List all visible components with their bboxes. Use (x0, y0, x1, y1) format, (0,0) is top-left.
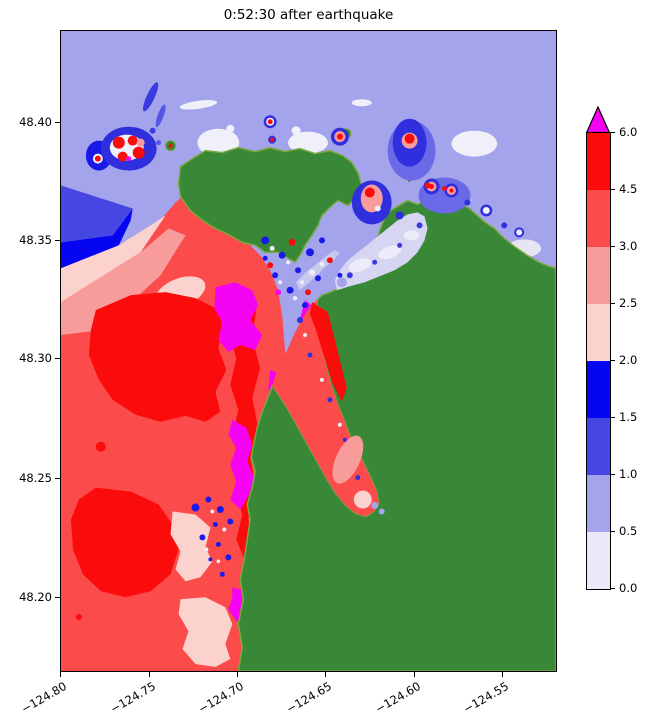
colorbar: 6.0 4.5 3.0 2.5 2.0 1.5 1.0 0.5 0.0 (586, 106, 651, 606)
y-tick-mark (55, 597, 60, 599)
colorbar-segment (587, 532, 610, 589)
amplitude-hotspots (85, 115, 525, 238)
colorbar-bar (586, 132, 611, 590)
colorbar-tick-mark (611, 360, 615, 362)
y-tick-label: 48.30 (19, 351, 52, 365)
colorbar-tick-mark (611, 246, 615, 248)
y-tick-mark (55, 240, 60, 242)
colorbar-segment (587, 304, 610, 361)
map-plot-area (60, 30, 557, 672)
x-tick-label: −124.60 (372, 679, 423, 717)
y-tick-mark (55, 358, 60, 360)
y-tick-mark (55, 478, 60, 480)
colorbar-tick-label: 2.5 (619, 296, 638, 310)
y-tick-label: 48.35 (19, 233, 52, 247)
colorbar-tick-label: 6.0 (619, 125, 638, 139)
colorbar-tick-label: 0.0 (619, 581, 638, 595)
colorbar-segment (587, 475, 610, 532)
tsunami-amplitude-map (61, 31, 556, 671)
plot-title: 0:52:30 after earthquake (223, 7, 394, 23)
colorbar-tick-label: 4.5 (619, 182, 638, 196)
colorbar-tick-label: 0.5 (619, 524, 638, 538)
colorbar-segment (587, 418, 610, 475)
x-tick-mark (149, 672, 151, 677)
colorbar-segment (587, 133, 610, 190)
colorbar-tick-mark (611, 417, 615, 419)
ocean-wave-field-west (61, 190, 293, 671)
river-inlet-water (272, 300, 385, 517)
x-tick-label: −124.55 (460, 679, 511, 717)
colorbar-segment (587, 190, 610, 247)
y-tick-label: 48.40 (19, 115, 52, 129)
colorbar-tick-mark (611, 132, 615, 134)
y-axis: 48.40 48.35 48.30 48.25 48.20 (0, 30, 60, 672)
colorbar-tick-mark (611, 303, 615, 305)
upper-left-features (142, 82, 542, 258)
x-tick-label: −124.75 (107, 679, 158, 717)
x-tick-mark (502, 672, 504, 677)
colorbar-tick-mark (611, 531, 615, 533)
y-tick-label: 48.20 (19, 590, 52, 604)
x-tick-label: −124.65 (283, 679, 334, 717)
x-axis: −124.80 −124.75 −124.70 −124.65 −124.60 −124.… (19, 672, 557, 727)
colorbar-tick-mark (611, 474, 615, 476)
y-tick-label: 48.25 (19, 471, 52, 485)
colorbar-segment (587, 361, 610, 418)
colorbar-segment (587, 247, 610, 304)
colorbar-tick-label: 2.0 (619, 353, 638, 367)
colorbar-tick-label: 1.0 (619, 467, 638, 481)
x-tick-mark (60, 672, 62, 677)
x-tick-mark (237, 672, 239, 677)
x-tick-mark (325, 672, 327, 677)
west-blue-band (61, 185, 133, 269)
colorbar-tick-mark (611, 588, 615, 590)
colorbar-extend-arrow (586, 106, 611, 133)
colorbar-tick-label: 1.5 (619, 410, 638, 424)
x-tick-mark (414, 672, 416, 677)
colorbar-tick-label: 3.0 (619, 239, 638, 253)
colorbar-tick-mark (611, 189, 615, 191)
x-tick-label: −124.80 (18, 679, 69, 717)
turbulence-speckles (191, 236, 343, 577)
y-tick-mark (55, 122, 60, 124)
x-tick-label: −124.70 (195, 679, 246, 717)
